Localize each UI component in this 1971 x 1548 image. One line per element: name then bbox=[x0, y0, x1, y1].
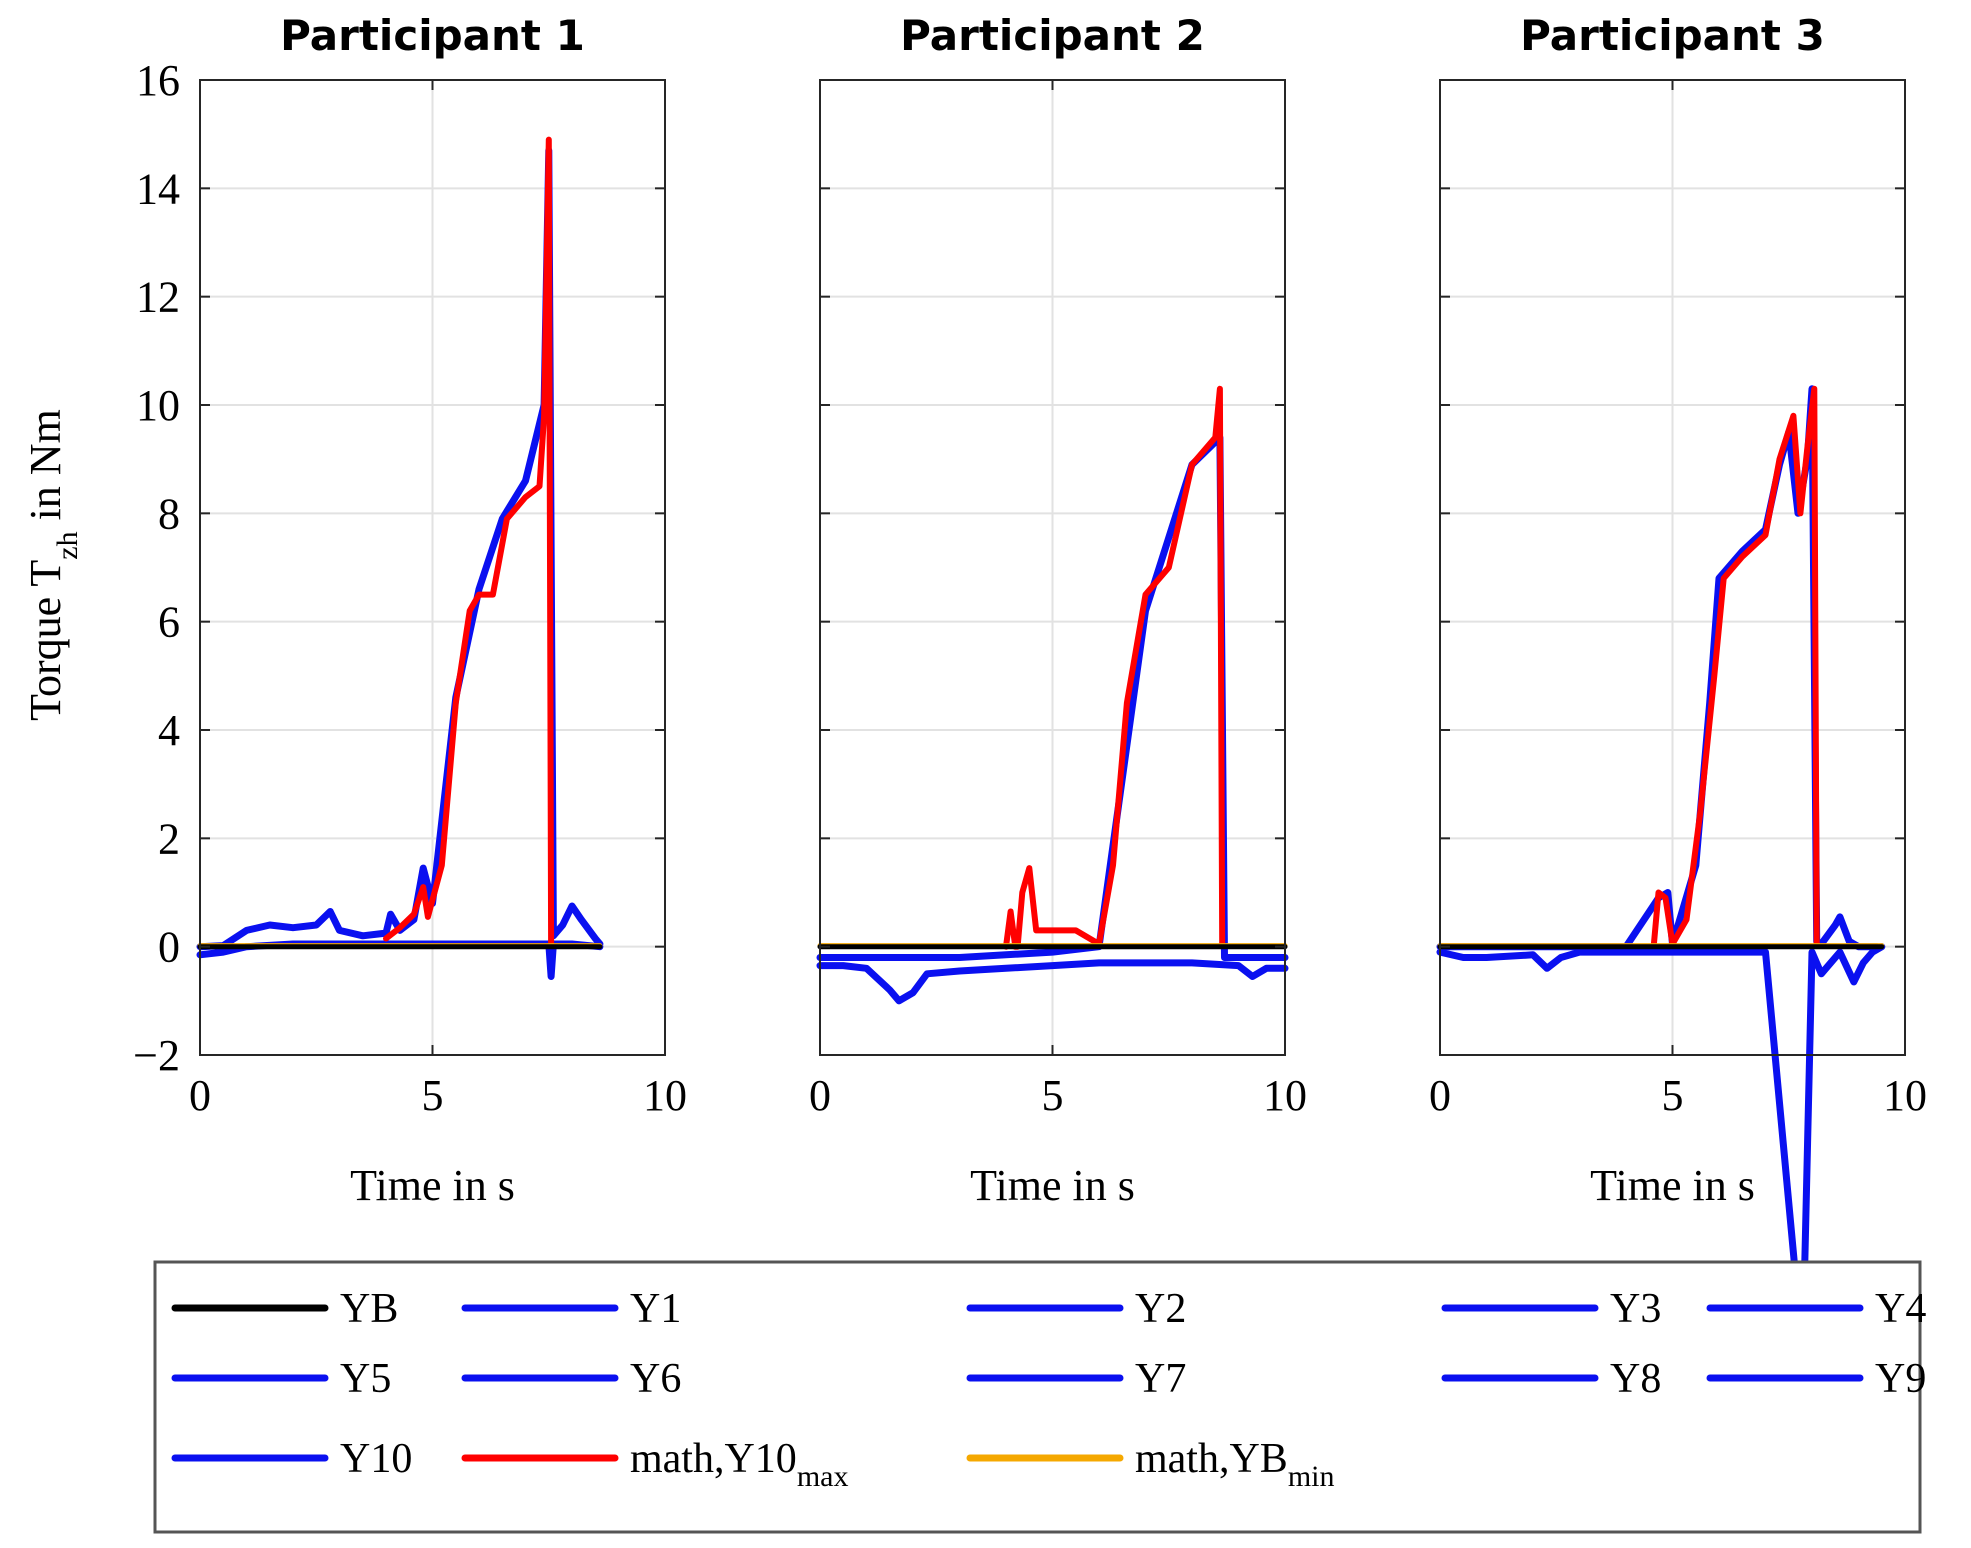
legend-item: math,YBmin bbox=[966, 1436, 1335, 1493]
legend-label-main: YB bbox=[340, 1286, 398, 1332]
y-tick-label: 16 bbox=[136, 56, 180, 105]
legend-label-main: math,YB bbox=[1135, 1436, 1288, 1482]
legend-label-main: Y8 bbox=[1610, 1356, 1661, 1402]
legend-item: Y1 bbox=[461, 1286, 681, 1332]
legend-label: Y9 bbox=[1875, 1356, 1926, 1402]
legend-label: Y4 bbox=[1875, 1286, 1926, 1332]
legend-item: Y5 bbox=[171, 1356, 391, 1402]
x-tick-label: 5 bbox=[1662, 1071, 1684, 1120]
y-tick-label: 4 bbox=[158, 706, 180, 755]
x-tick-label: 10 bbox=[643, 1071, 687, 1120]
legend-label-main: Y7 bbox=[1135, 1356, 1186, 1402]
legend-label-main: Y1 bbox=[630, 1286, 681, 1332]
x-tick-label: 0 bbox=[1429, 1071, 1451, 1120]
legend-item: Y6 bbox=[461, 1356, 681, 1402]
x-axis-label: Time in s bbox=[350, 1161, 515, 1210]
legend-item: Y2 bbox=[966, 1286, 1186, 1332]
y-tick-label: 12 bbox=[136, 273, 180, 322]
grid bbox=[820, 80, 1285, 1055]
x-axis-label: Time in s bbox=[970, 1161, 1135, 1210]
panel-title: Participant 1 bbox=[280, 11, 585, 60]
y-axis-label-suffix: in Nm bbox=[21, 409, 70, 531]
y-tick-label: 8 bbox=[158, 489, 180, 538]
legend-label-main: Y2 bbox=[1135, 1286, 1186, 1332]
legend-label-main: Y4 bbox=[1875, 1286, 1926, 1332]
x-tick-label: 5 bbox=[422, 1071, 444, 1120]
y-axis-label: Torque Tzh in Nm bbox=[21, 409, 84, 721]
legend-label: Y10 bbox=[340, 1436, 412, 1482]
series-line-3 bbox=[1650, 385, 1820, 947]
legend-label-sub: min bbox=[1288, 1460, 1335, 1493]
y-axis-label-main: Torque T bbox=[21, 560, 70, 721]
panel-2: 0 5 10 Participant 2 Time in s bbox=[809, 11, 1307, 1210]
y-tick-label: 6 bbox=[158, 598, 180, 647]
legend-label: math,Y10max bbox=[630, 1436, 848, 1493]
legend-item: Y3 bbox=[1441, 1286, 1661, 1332]
legend-label: Y5 bbox=[340, 1356, 391, 1402]
x-tick-label: 0 bbox=[809, 1071, 831, 1120]
legend-label: YB bbox=[340, 1286, 398, 1332]
legend-label: math,YBmin bbox=[1135, 1436, 1335, 1493]
legend-label-main: Y5 bbox=[340, 1356, 391, 1402]
panel-title: Participant 2 bbox=[900, 11, 1205, 60]
legend-item: YB bbox=[171, 1286, 398, 1332]
y-axis-label-sub: zh bbox=[51, 531, 84, 559]
legend-label: Y2 bbox=[1135, 1286, 1186, 1332]
series-line-3 bbox=[383, 136, 555, 947]
panel-3: 0 5 10 Participant 3 Time in s bbox=[1429, 11, 1927, 1357]
legend-item: Y4 bbox=[1706, 1286, 1926, 1332]
series-line-1 bbox=[196, 146, 604, 951]
legend-item: Y10 bbox=[171, 1436, 412, 1482]
legend-label: Y3 bbox=[1610, 1286, 1661, 1332]
legend-item: Y8 bbox=[1441, 1356, 1661, 1402]
series-line-2 bbox=[1436, 943, 1886, 1357]
legend-label: Y7 bbox=[1135, 1356, 1186, 1402]
y-tick-label: 14 bbox=[136, 164, 180, 213]
x-tick-label: 5 bbox=[1042, 1071, 1064, 1120]
legend-label-main: Y9 bbox=[1875, 1356, 1926, 1402]
legend-item: Y7 bbox=[966, 1356, 1186, 1402]
legend-label-main: Y10 bbox=[340, 1436, 412, 1482]
legend-label-main: math,Y10 bbox=[630, 1436, 797, 1482]
legend-item: Y9 bbox=[1706, 1356, 1926, 1402]
legend-item: math,Y10max bbox=[461, 1436, 848, 1493]
x-tick-label: 10 bbox=[1263, 1071, 1307, 1120]
x-tick-label: 10 bbox=[1883, 1071, 1927, 1120]
legend-label: Y8 bbox=[1610, 1356, 1661, 1402]
legend-label-main: Y6 bbox=[630, 1356, 681, 1402]
x-tick-label: 0 bbox=[189, 1071, 211, 1120]
legend-label: Y6 bbox=[630, 1356, 681, 1402]
legend-label-sub: max bbox=[797, 1460, 849, 1493]
series-line-2 bbox=[816, 959, 1289, 1005]
x-axis-label: Time in s bbox=[1590, 1161, 1755, 1210]
y-tick-label: 2 bbox=[158, 814, 180, 863]
y-tick-label: 0 bbox=[158, 923, 180, 972]
legend-label-main: Y3 bbox=[1610, 1286, 1661, 1332]
y-tick-label: 10 bbox=[136, 381, 180, 430]
y-tick-label: −2 bbox=[133, 1031, 180, 1080]
panel-title: Participant 3 bbox=[1520, 11, 1825, 60]
legend-label: Y1 bbox=[630, 1286, 681, 1332]
